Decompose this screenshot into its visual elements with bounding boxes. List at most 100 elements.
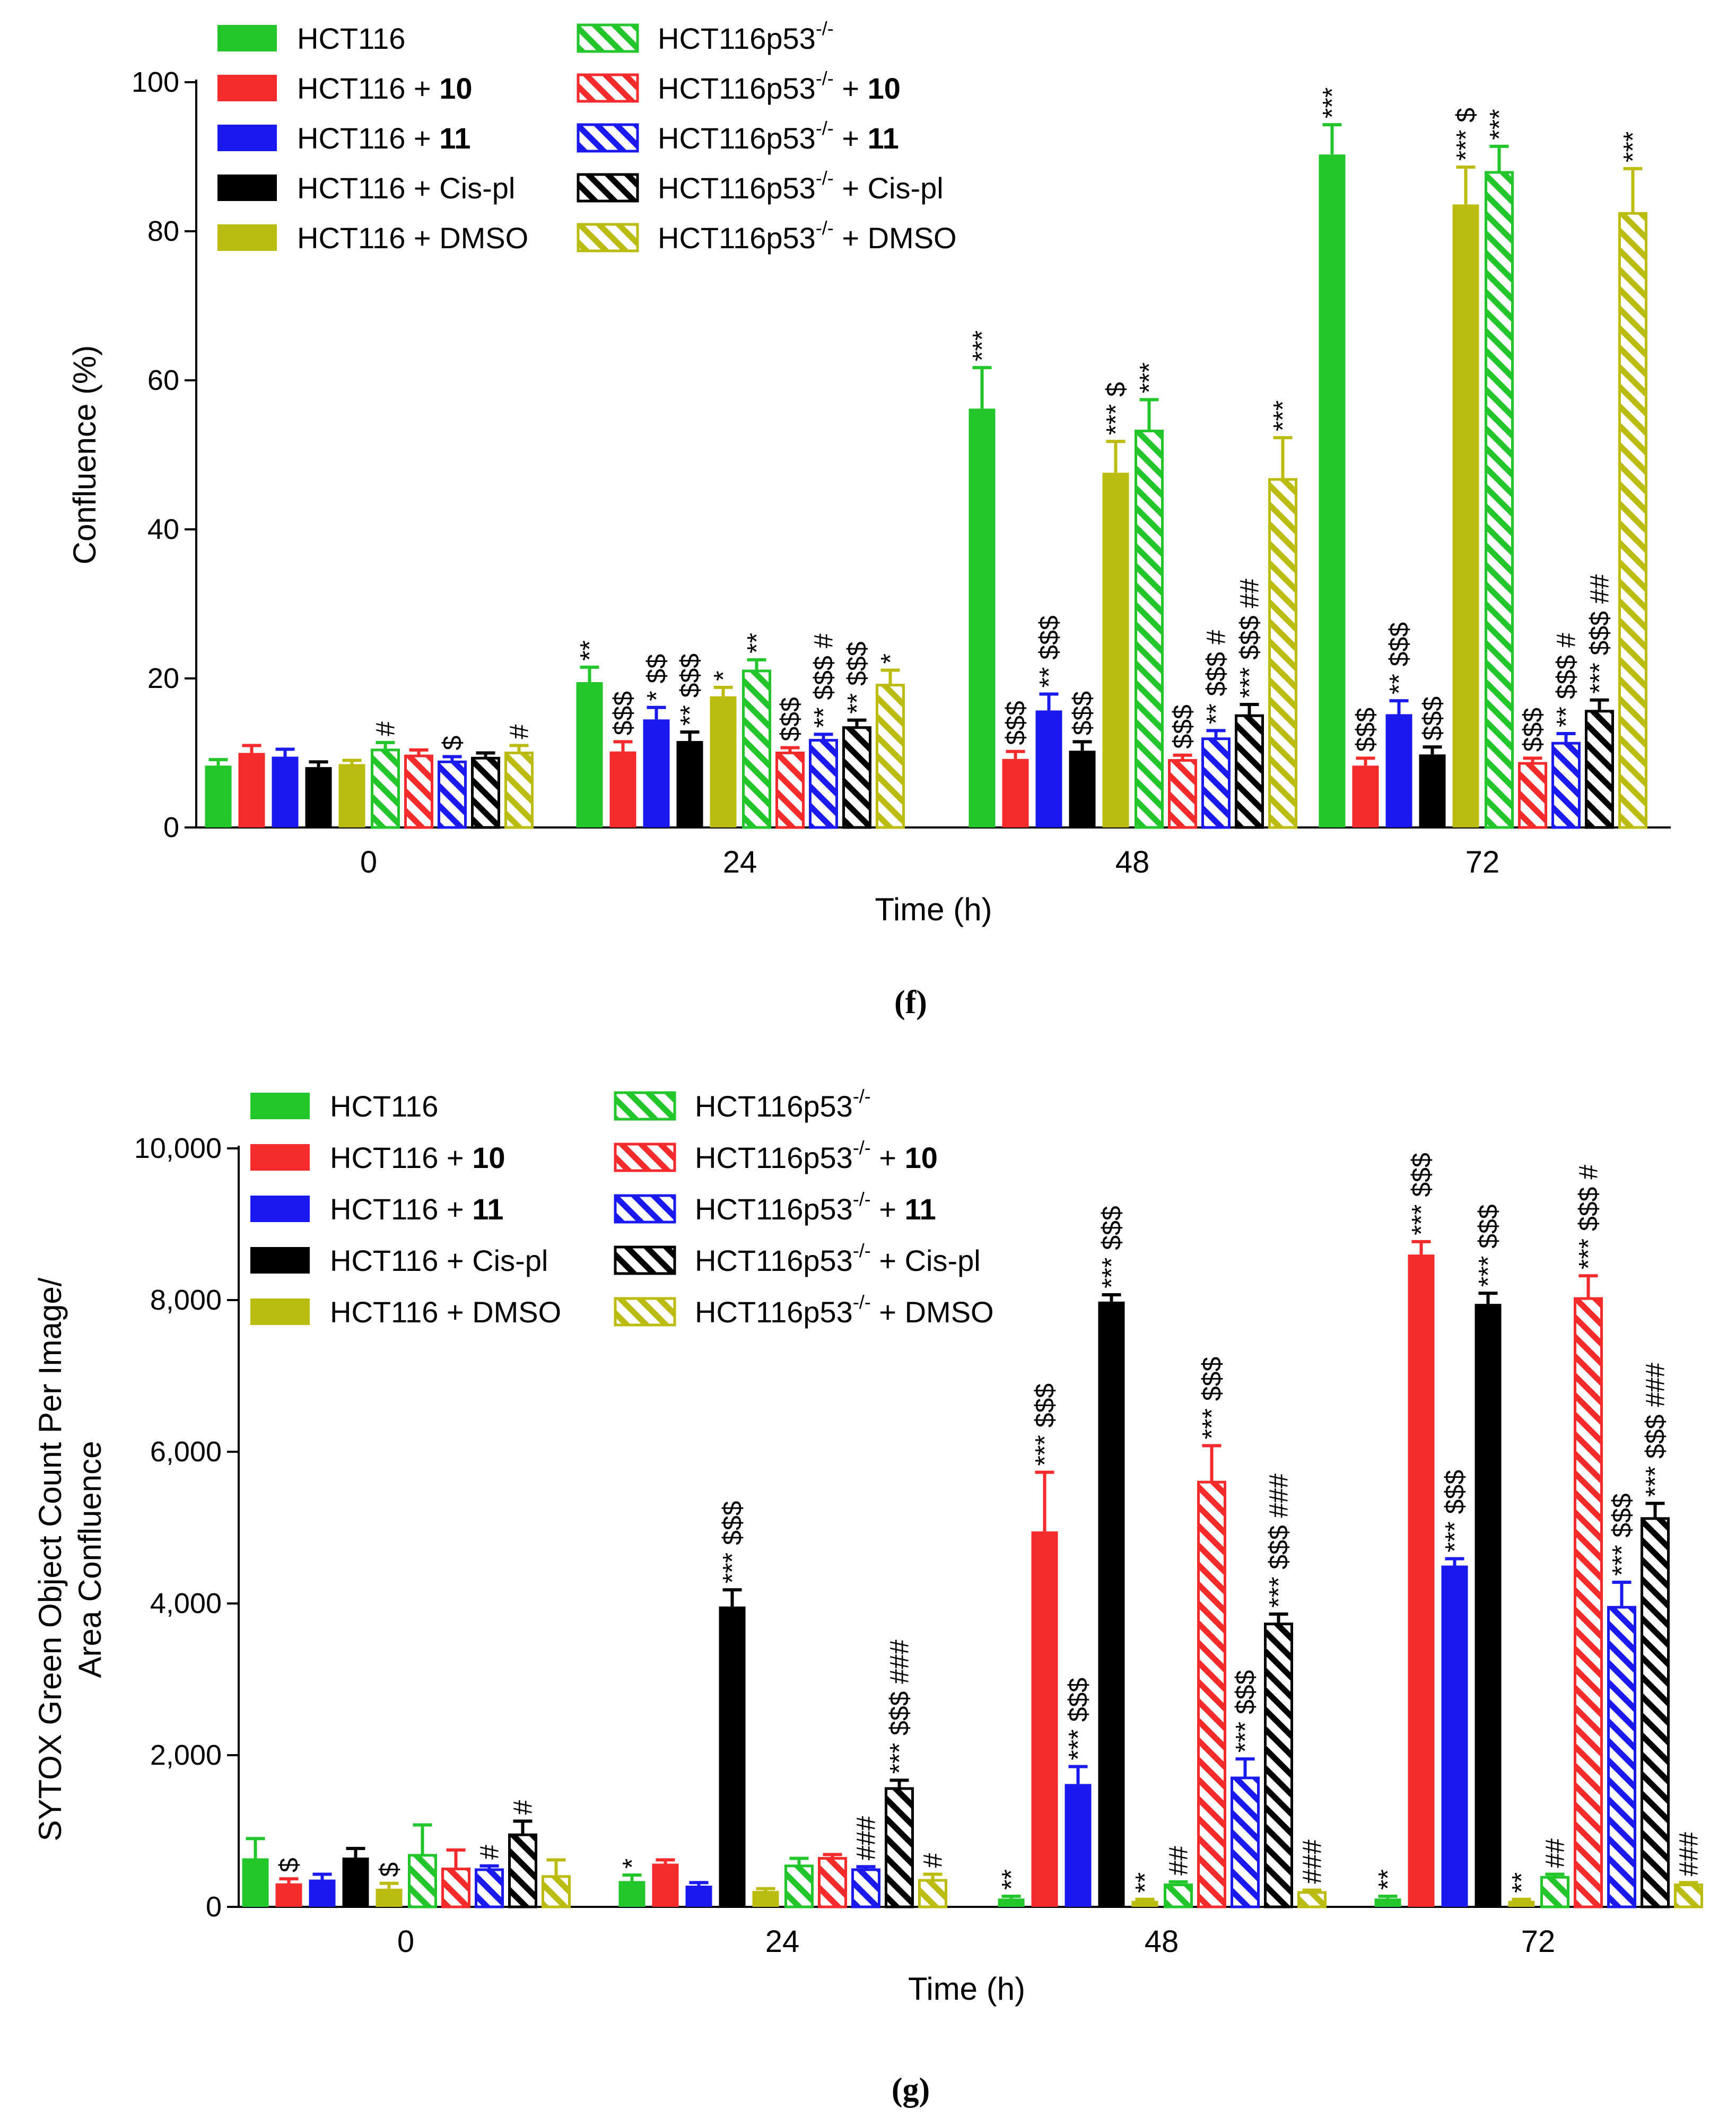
- significance-label: ** $$$ #: [1201, 630, 1231, 724]
- panel-label-f: (f): [894, 984, 927, 1021]
- bar: [1065, 1784, 1092, 1907]
- bar: [1441, 1565, 1468, 1907]
- bar: [1475, 1304, 1502, 1907]
- bar: [404, 754, 433, 829]
- bar: [1452, 204, 1479, 827]
- significance-label: *** $$$: [1231, 1670, 1260, 1753]
- legend-label: HCT116p53-/- + 11: [658, 117, 899, 155]
- bar: [1518, 762, 1547, 829]
- y-tick-label: 40: [147, 513, 179, 545]
- bar: [1098, 1301, 1125, 1907]
- y-tick-label: 20: [147, 662, 179, 694]
- bar: [719, 1606, 746, 1907]
- legend-label: HCT116 + Cis-pl: [297, 171, 515, 205]
- bar: [1197, 1480, 1226, 1908]
- legend-label: HCT116p53-/- + 10: [695, 1137, 938, 1174]
- significance-label: *** $$$: [1063, 1678, 1093, 1760]
- y-axis-title-line2: Area Confluence: [72, 1441, 108, 1678]
- significance-label: ** $$$: [1034, 615, 1064, 687]
- legend-label: HCT116 + 10: [297, 72, 472, 105]
- x-tick-label: 48: [1115, 845, 1150, 879]
- y-tick-label: 0: [163, 812, 179, 843]
- significance-label: *** $$$ #: [1574, 1165, 1603, 1270]
- bar: [851, 1868, 880, 1908]
- bar: [752, 1890, 779, 1907]
- bar: [309, 1879, 336, 1907]
- panel-label-g: (g): [891, 2072, 930, 2108]
- significance-label: *** $$$ ###: [1641, 1363, 1670, 1497]
- legend-swatch: [577, 23, 639, 53]
- significance-label: *** $$$ ##: [1235, 579, 1264, 698]
- significance-label: *** $$$: [1607, 1493, 1637, 1576]
- significance-label: $$$: [1351, 708, 1381, 752]
- x-tick-label: 72: [1521, 1924, 1556, 1959]
- significance-label: *** $$$: [718, 1501, 747, 1584]
- bar: [1607, 1606, 1636, 1908]
- chart-g-sytox: 0 2,000 4,000 6,000 8,000 10,000 SYTOX Green O…: [32, 1085, 1704, 2007]
- bar: [1641, 1517, 1670, 1908]
- bar: [1551, 742, 1581, 829]
- bar: [710, 696, 737, 827]
- bar: [1231, 1776, 1260, 1908]
- significance-label: **: [1507, 1872, 1537, 1893]
- bar: [342, 1858, 369, 1907]
- bar: [408, 1854, 437, 1908]
- significance-label: ** $$$ #: [809, 633, 839, 728]
- bar: [818, 1856, 847, 1908]
- x-tick-label: 48: [1145, 1924, 1179, 1959]
- bar: [775, 752, 805, 829]
- significance-label: *** $$$ ##: [1585, 574, 1615, 693]
- legend-label: HCT116 + DMSO: [330, 1295, 561, 1329]
- legend-swatch: [250, 1247, 310, 1274]
- bar: [842, 726, 871, 829]
- significance-label: *** $: [1101, 382, 1131, 435]
- bar: [1674, 1884, 1703, 1908]
- bar: [1164, 1884, 1193, 1908]
- bar: [441, 1868, 470, 1908]
- bar: [885, 1787, 914, 1908]
- significance-label: *** $: [1451, 108, 1481, 161]
- legend-label: HCT116 + 11: [330, 1192, 503, 1226]
- significance-label: *** $$$: [1407, 1153, 1436, 1235]
- bar: [809, 739, 838, 829]
- y-tick-label: 8,000: [150, 1284, 222, 1316]
- bar: [876, 684, 905, 829]
- bar: [1374, 1898, 1401, 1907]
- x-tick-label: 72: [1465, 845, 1500, 879]
- x-tick-label: 0: [397, 1924, 414, 1959]
- bar: [1235, 714, 1264, 829]
- bar: [998, 1898, 1025, 1907]
- significance-label: ** $$$ #: [1551, 633, 1581, 727]
- bar: [338, 764, 365, 827]
- bar: [1408, 1254, 1435, 1907]
- legend-swatch: [614, 1245, 676, 1275]
- bar: [1201, 737, 1231, 829]
- bar: [1264, 1623, 1293, 1908]
- y-tick-label: 0: [206, 1891, 222, 1923]
- significance-label: *** $$$ ###: [1264, 1474, 1294, 1608]
- bar: [784, 1864, 814, 1908]
- bar: [376, 1888, 403, 1907]
- bar: [275, 1883, 302, 1907]
- legend-label: HCT116p53-/- + DMSO: [695, 1291, 994, 1329]
- legend-label: HCT116p53-/- + 10: [658, 67, 901, 105]
- legend-swatch: [217, 25, 277, 51]
- significance-label: ** $$$: [675, 653, 705, 726]
- bar: [609, 751, 636, 827]
- significance-label: **: [1130, 1872, 1160, 1893]
- significance-label: ***: [1318, 88, 1347, 118]
- significance-label: *** $$$: [1473, 1204, 1503, 1287]
- significance-label: *** $$$: [1197, 1357, 1227, 1440]
- legend-swatch: [217, 175, 277, 201]
- significance-label: $$$: [1418, 696, 1447, 740]
- y-tick-label: 100: [132, 66, 179, 98]
- significance-label: ###: [1674, 1832, 1704, 1877]
- legend-swatch: [250, 1196, 310, 1222]
- legend-label: HCT116: [330, 1089, 438, 1123]
- bar: [652, 1863, 679, 1907]
- significance-label: * $$: [642, 654, 671, 701]
- significance-label: ***: [1268, 400, 1298, 431]
- legend-label: HCT116p53-/- + Cis-pl: [695, 1240, 981, 1277]
- y-axis-title: Confluence (%): [67, 345, 102, 565]
